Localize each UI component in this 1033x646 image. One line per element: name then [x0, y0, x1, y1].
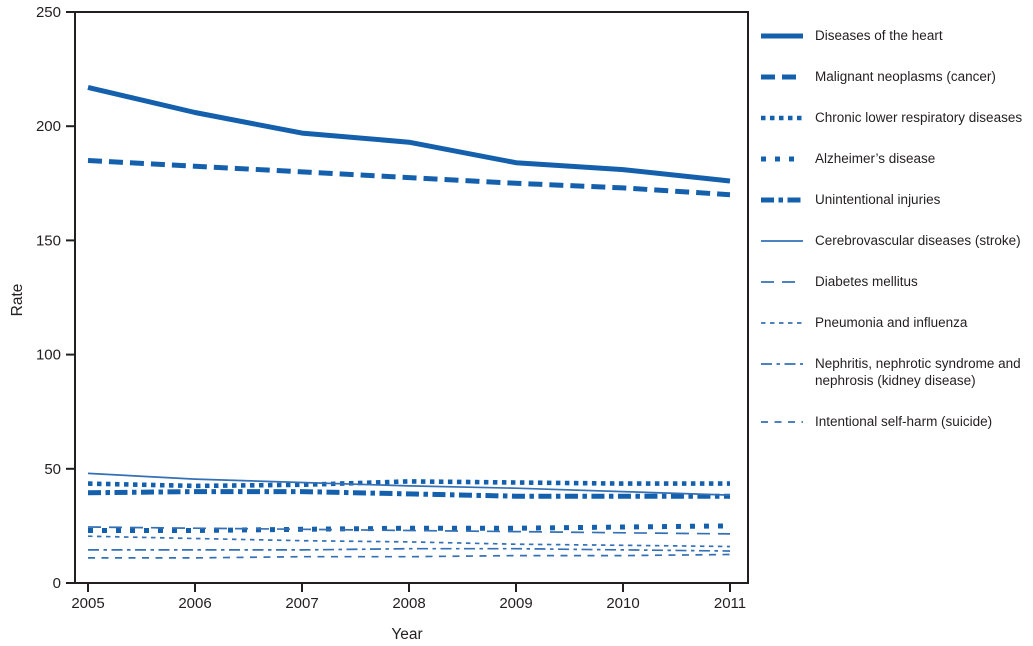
legend-item-unintentional-injuries: Unintentional injuries	[761, 191, 1033, 208]
legend-swatch-unintentional-injuries	[761, 197, 803, 203]
y-tick-label: 50	[44, 461, 61, 478]
y-tick-label: 150	[36, 232, 61, 249]
legend-swatch-alzheimers	[761, 156, 803, 162]
x-tick-label: 2010	[606, 595, 639, 612]
legend-item-pneumonia-influenza: Pneumonia and influenza	[761, 314, 1033, 331]
legend-label-suicide: Intentional self-harm (suicide)	[815, 414, 993, 429]
series-line-pneumonia-influenza	[87, 535, 731, 548]
legend-swatch-suicide	[761, 421, 803, 423]
legend-label-clrd: Chronic lower respiratory diseases	[815, 110, 1023, 125]
legend-swatch-heart	[761, 33, 803, 39]
legend-swatch-clrd	[761, 115, 803, 121]
legend-item-heart: Diseases of the heart	[761, 27, 1033, 44]
y-axis-title: Rate	[9, 283, 26, 317]
legend-label-heart: Diseases of the heart	[815, 28, 943, 43]
y-tick-label: 100	[36, 347, 61, 364]
y-tick-label: 0	[53, 575, 61, 592]
legend-swatch-pneumonia-influenza	[761, 322, 803, 324]
legend-item-stroke: Cerebrovascular diseases (stroke)	[761, 232, 1033, 249]
legend-label-pneumonia-influenza: Pneumonia and influenza	[815, 315, 968, 330]
x-tick-label: 2005	[71, 595, 104, 612]
series-line-diabetes	[87, 526, 731, 535]
legend-swatch-cancer	[761, 74, 803, 80]
legend-item-diabetes: Diabetes mellitus	[761, 273, 1033, 290]
legend-swatch-nephritis	[761, 363, 803, 365]
series-line-alzheimers	[88, 523, 731, 533]
legend-item-clrd: Chronic lower respiratory diseases	[761, 109, 1033, 126]
legend-swatch-stroke	[761, 240, 803, 242]
series-line-heart	[87, 84, 731, 184]
legend-item-cancer: Malignant neoplasms (cancer)	[761, 68, 1033, 85]
legend-label-unintentional-injuries: Unintentional injuries	[815, 192, 941, 207]
x-tick-label: 2009	[499, 595, 532, 612]
x-tick-label: 2011	[714, 595, 746, 612]
plot-frame	[74, 11, 749, 584]
legend-item-nephritis: Nephritis, nephrotic syndrome and nephro…	[761, 355, 1033, 389]
series-line-cancer	[87, 158, 731, 198]
series-line-clrd	[87, 479, 730, 489]
x-tick-label: 2008	[392, 595, 425, 612]
x-axis-title: Year	[391, 626, 423, 643]
series-line-suicide	[88, 553, 731, 559]
legend-label-stroke: Cerebrovascular diseases (stroke)	[815, 233, 1021, 248]
legend-label-nephritis: Nephritis, nephrotic syndrome and nephro…	[815, 356, 1021, 388]
y-tick-label: 200	[36, 118, 61, 135]
x-tick-label: 2007	[285, 595, 318, 612]
legend-item-alzheimers: Alzheimer’s disease	[761, 150, 1033, 167]
legend-item-suicide: Intentional self-harm (suicide)	[761, 413, 1033, 430]
legend-label-alzheimers: Alzheimer’s disease	[815, 151, 936, 166]
x-tick-label: 2006	[178, 595, 211, 612]
chart-legend: Diseases of the heart Malignant neoplasms…	[761, 27, 1033, 454]
series-line-unintentional-injuries	[87, 489, 730, 499]
series-line-nephritis	[88, 547, 731, 552]
legend-swatch-diabetes	[761, 281, 803, 283]
y-tick-label: 250	[36, 4, 61, 21]
legend-label-cancer: Malignant neoplasms (cancer)	[815, 69, 996, 84]
legend-label-diabetes: Diabetes mellitus	[815, 274, 918, 289]
series-line-stroke	[87, 472, 731, 496]
